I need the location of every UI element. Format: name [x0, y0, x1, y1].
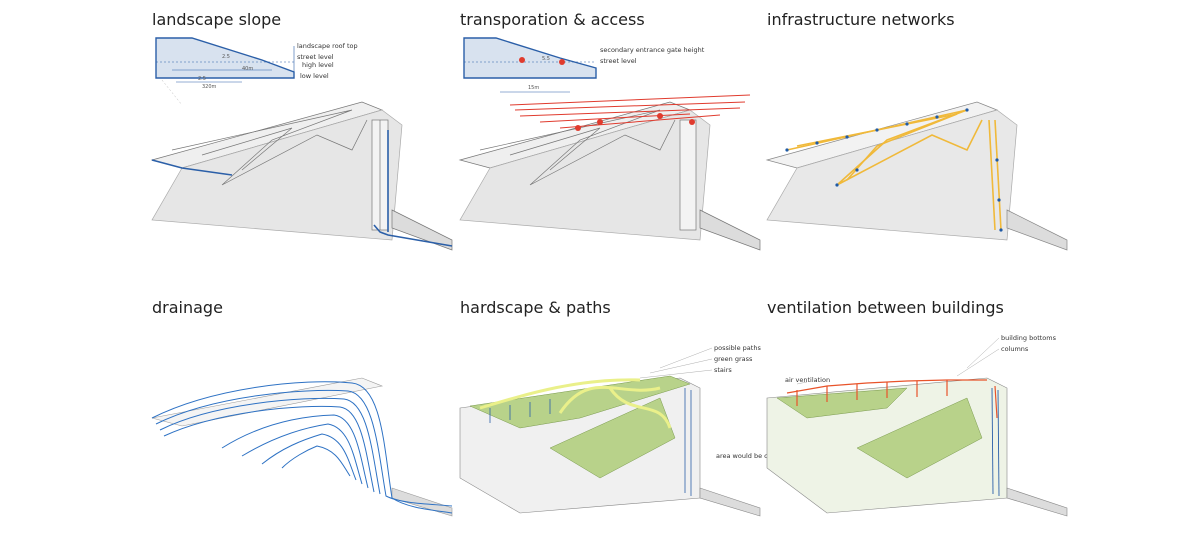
hardscape-paths-diagram: possible paths green grass stairs area w…	[459, 344, 821, 517]
network-blue-nodes	[785, 108, 1003, 232]
dim-1: 2.5	[222, 54, 230, 60]
access-point-marker	[519, 57, 525, 63]
panel-title: hardscape & paths	[460, 298, 611, 317]
section-inset	[155, 37, 295, 106]
panel-title: landscape slope	[152, 10, 282, 29]
panel-title: infrastructure networks	[767, 10, 955, 29]
dim-4: 320m	[202, 84, 217, 90]
column-grid	[991, 387, 1000, 497]
access-point-marker	[559, 59, 565, 65]
label-street-level: street level	[600, 57, 637, 65]
panel-title: drainage	[152, 298, 223, 317]
label-possible-paths: possible paths	[714, 344, 761, 352]
dim-1: 5.5	[542, 56, 550, 62]
panel-ventilation: ventilation between buildings building b…	[766, 298, 1068, 538]
access-routes	[509, 94, 751, 129]
drainage-diagram	[151, 377, 453, 517]
slope-lines	[151, 130, 453, 247]
label-columns: columns	[1001, 345, 1029, 353]
panel-landscape-slope: landscape slope landscape roof top stree…	[150, 10, 453, 251]
green-grass	[776, 387, 983, 479]
panel-title: transporation & access	[460, 10, 645, 29]
paths	[479, 378, 672, 429]
building-axon	[458, 101, 761, 251]
label-street-level: street level	[297, 53, 334, 61]
building-axon	[150, 101, 453, 251]
access-markers	[575, 113, 695, 131]
label-air-ventilation: air ventilation	[785, 376, 830, 384]
panel-title: ventilation between buildings	[767, 298, 1004, 317]
section-inset	[463, 37, 597, 93]
dim-3: 40m	[242, 66, 253, 72]
drainage-contours	[151, 381, 453, 514]
dim-2: 15m	[528, 85, 539, 91]
building-axon	[765, 101, 1068, 251]
label-roof-top: landscape roof top	[297, 42, 358, 50]
dim-2: 2.5	[198, 76, 206, 82]
panel-transportation-access: transporation & access secondary entranc…	[458, 10, 761, 251]
transportation-access-diagram: secondary entrance gate height street le…	[458, 37, 761, 251]
label-entrance-gate: secondary entrance gate height	[600, 46, 705, 54]
panel-infrastructure-networks: infrastructure networks	[765, 10, 1068, 251]
ventilation-flow	[786, 379, 998, 419]
landscape-slope-diagram: landscape roof top street level high lev…	[150, 37, 453, 251]
column-grid	[489, 388, 692, 496]
infrastructure-networks-diagram	[765, 101, 1068, 251]
label-low-level: low level	[300, 72, 329, 80]
label-green-grass: green grass	[714, 355, 753, 363]
ventilation-diagram: building bottoms columns air ventilation	[766, 334, 1068, 517]
panel-drainage: drainage	[151, 298, 453, 538]
label-stairs: stairs	[714, 366, 732, 374]
leader-lines	[796, 337, 1000, 385]
label-high-level: high level	[302, 61, 334, 69]
label-building-bottoms: building bottoms	[1001, 334, 1057, 342]
leader-lines	[639, 347, 713, 379]
panel-hardscape-paths: hardscape & paths possible paths green g…	[459, 298, 821, 538]
